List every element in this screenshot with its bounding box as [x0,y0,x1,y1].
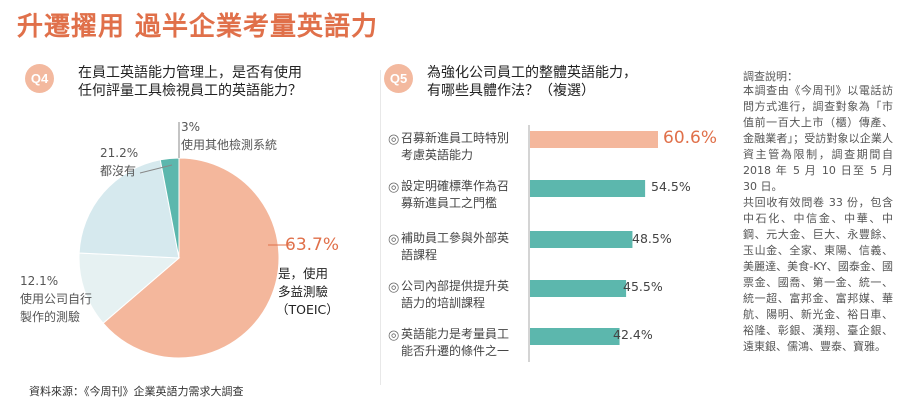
none-pct-label: 21.2% [100,146,138,160]
bar-label-5b: 能否升遷的條件之一 [401,343,509,358]
headline: 升遷擢用 過半企業考量英語力 [17,12,379,42]
bar-3 [530,231,633,248]
bar-label-4a: 公司內部提供提升英 [401,278,509,293]
inhouse-label-2: 製作的測驗 [20,309,80,324]
bar-2 [530,180,646,197]
pie-slice-inhouse [78,252,181,324]
q4-question: 在員工英語能力管理上，是否有使用 任何評量工具檢視員工的英語能力？ [78,65,302,99]
source-note: 資料來源：《今周刊》企業英語力需求大調查 [29,385,244,398]
note-paragraph-1: 本調查由《今周刊》以電話訪問方式進行，調查對象為「市值前一百大上市（櫃）傳產、金… [743,84,893,193]
toeic-label-1: 是，使用 [278,266,328,281]
other-label: 使用其他檢測系統 [181,137,277,152]
toeic-pct-label: 63.7% [285,235,339,255]
bar-value-3: 48.5% [632,231,672,246]
bar-5 [530,328,620,345]
bar-label-3b: 語課程 [401,247,437,262]
toeic-label-3: （TOEIC） [276,302,339,317]
bar-label-2b: 募新進員工之門檻 [401,195,497,210]
q5-question: 為強化公司員工的整體英語能力， 有哪些具體作法？（複選） [427,65,637,99]
svg-text:◎: ◎ [388,232,399,247]
none-label: 都沒有 [100,164,136,178]
note-paragraph-2: 共回收有效問卷 33 份，包含中石化、中信金、中華、中鋼、元大金、巨大、永豐餘、… [743,196,893,353]
svg-text:◎: ◎ [388,180,399,195]
svg-text:◎: ◎ [388,132,399,147]
bar-label-2a: 設定明確標準作為召 [401,178,509,193]
bar-value-4: 45.5% [623,279,663,294]
other-pct-label: 3% [181,120,200,134]
bar-value-2: 54.5% [651,179,691,194]
inhouse-pct-label: 12.1% [20,274,58,288]
bar-chart [530,131,658,345]
q5-badge: Q5 [384,64,413,93]
bar-value-5: 42.4% [613,327,653,342]
bar-value-1: 60.6% [663,128,717,148]
bar-1 [530,131,658,148]
note-title: 調查說明： [743,70,798,83]
bar-label-5a: 英語能力是考量員工 [401,326,509,341]
svg-text:◎: ◎ [388,280,399,295]
pie-slice-none [78,159,180,259]
pie-slice-toeic [102,157,280,359]
divider [380,70,381,385]
svg-text:◎: ◎ [388,328,399,343]
survey-note: 本調查由《今周刊》以電話訪問方式進行，調查對象為「市值前一百大上市（櫃）傳產、金… [743,83,893,355]
bar-4 [530,280,627,297]
inhouse-label-1: 使用公司自行 [20,291,92,306]
toeic-label-2: 多益測驗 [278,284,329,299]
bar-label-1a: 召募新進員工時特別 [401,130,509,145]
bar-label-3a: 補助員工參與外部英 [401,230,509,245]
bar-label-4b: 語力的培訓課程 [401,295,485,310]
pie-chart [78,157,280,359]
none-leader-line [139,164,173,174]
bar-label-1b: 考慮英語能力 [401,147,473,162]
q4-badge: Q4 [25,64,54,93]
